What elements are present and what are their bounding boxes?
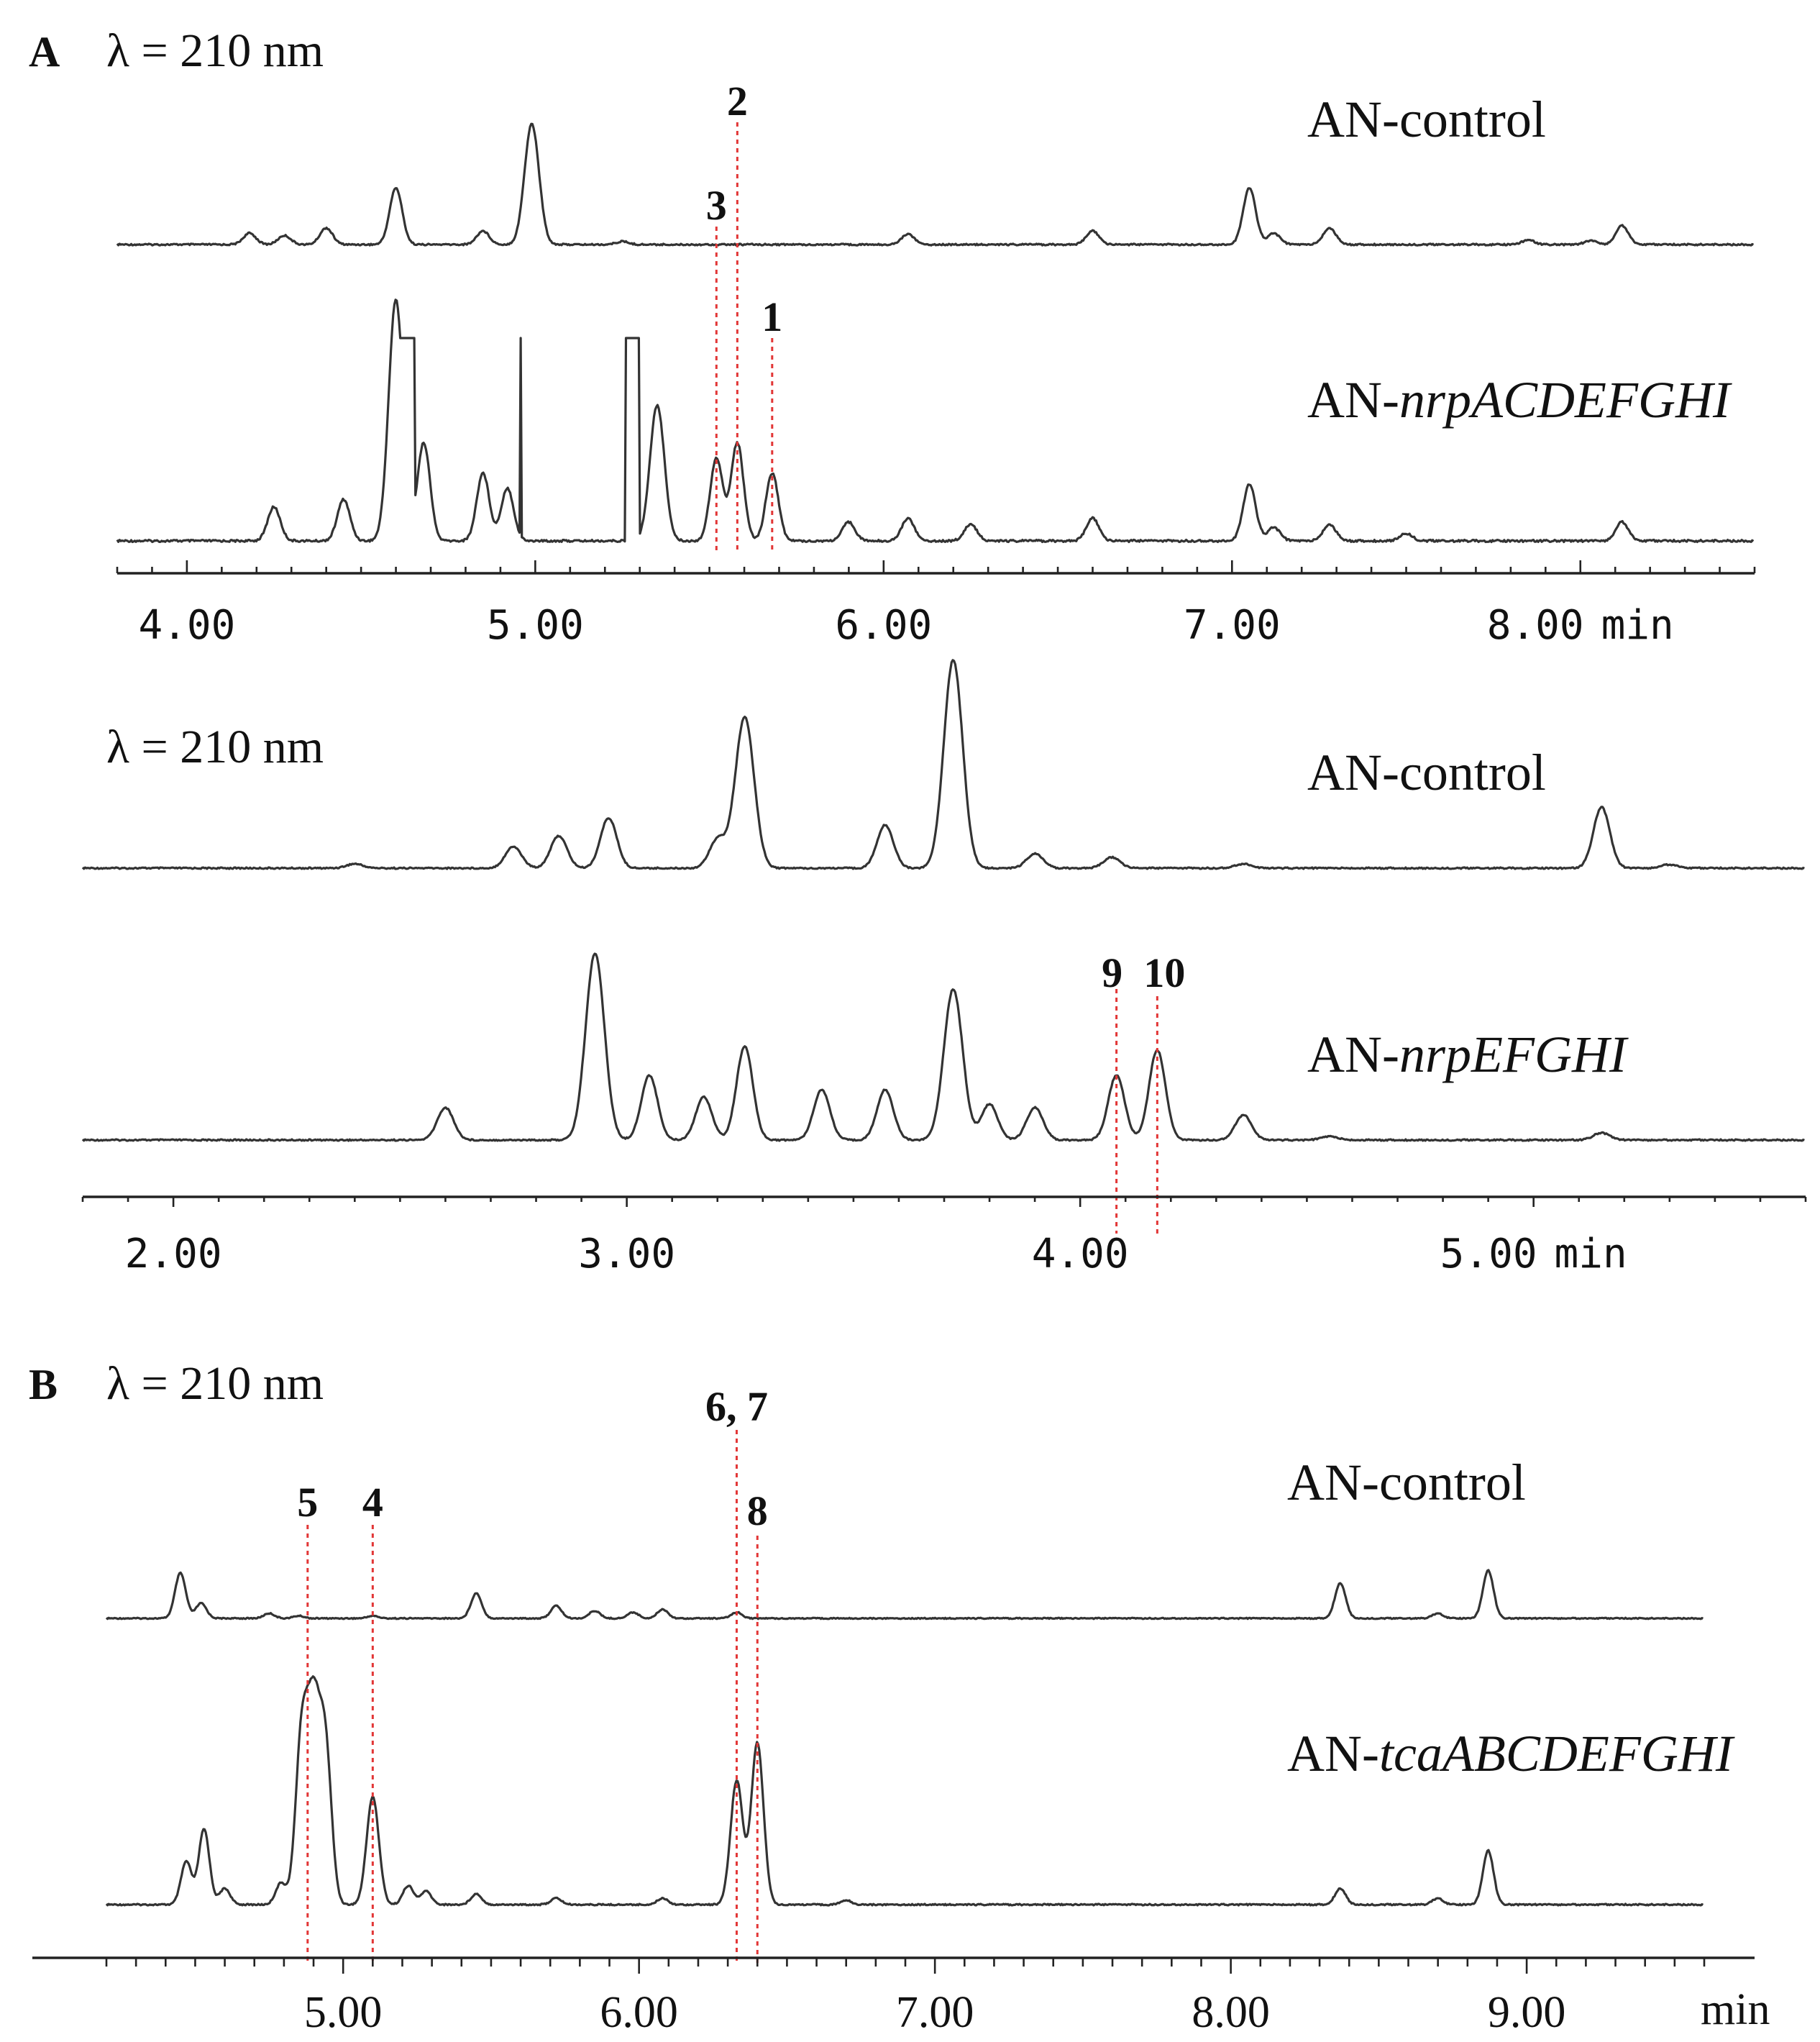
panel-label: A [29,28,60,76]
x-tick-label: 6.00 [835,602,932,649]
x-tick-label: 6.00 [600,1988,678,2037]
x-tick-label: 5.00 min [1440,1231,1627,1277]
series-label-prefix: AN- [1307,371,1399,429]
series-trace-control [105,1569,1704,1621]
peak-label: 3 [706,182,727,229]
peak-label: 6, 7 [705,1383,768,1430]
series-trace-nrpEFGHI [81,952,1805,1142]
panel-label: B [29,1361,58,1408]
series-label-gene: nrpEFGHI [1399,1026,1629,1083]
series-label: AN-control [1307,91,1546,148]
x-axis-unit: min [1701,1985,1770,2034]
series-label-prefix: AN- [1307,744,1399,801]
x-axis-unit: min [1601,602,1674,649]
series-label-gene: nrpACDEFGHI [1399,371,1732,429]
peak-label: 8 [747,1487,768,1534]
peak-label: 1 [762,293,782,340]
peak-label: 2 [727,78,748,124]
peak-label: 9 [1102,949,1122,996]
series-label: AN-nrpACDEFGHI [1307,371,1732,429]
series-label-prefix: AN- [1287,1454,1379,1511]
peak-label: 10 [1143,949,1185,996]
wavelength-label: λ = 210 nm [106,721,324,773]
wavelength-label: λ = 210 nm [106,1357,324,1410]
series-label: AN-control [1287,1454,1526,1511]
series-label-gene: control [1399,91,1546,148]
x-tick-label: 7.00 [1184,602,1281,649]
wavelength-label: λ = 210 nm [106,24,324,77]
series-label-gene: control [1379,1454,1526,1511]
series-label-prefix: AN- [1287,1725,1379,1782]
x-tick-label: 4.00 [138,602,235,649]
x-tick-label: 2.00 [125,1231,222,1277]
series-trace-tcaABCDEFGHI [105,1675,1704,1907]
series-trace-control [81,659,1805,870]
series-trace-nrpACDEFGHI [116,298,1755,544]
x-tick-label: 8.00 [1192,1988,1270,2037]
series-trace-control [116,122,1755,247]
peak-label: 5 [297,1479,318,1526]
series-label-gene: control [1399,744,1546,801]
series-label-gene: tcaABCDEFGHI [1379,1725,1735,1782]
x-tick-label: 5.00 [304,1988,383,2037]
peak-label: 4 [362,1479,383,1526]
x-tick-label: 9.00 [1488,1988,1566,2037]
series-label-prefix: AN- [1307,1026,1399,1083]
series-label: AN-nrpEFGHI [1307,1026,1629,1083]
series-label: AN-control [1307,744,1546,801]
x-tick-label: 3.00 [578,1231,675,1277]
x-axis-unit: min [1555,1231,1627,1277]
x-tick-label: 5.00 [487,602,584,649]
series-label-prefix: AN- [1307,91,1399,148]
x-tick-label: 4.00 [1032,1231,1129,1277]
series-label: AN-tcaABCDEFGHI [1287,1725,1735,1782]
x-tick-label: 7.00 [896,1988,974,2037]
x-tick-label: 8.00 min [1487,602,1674,649]
